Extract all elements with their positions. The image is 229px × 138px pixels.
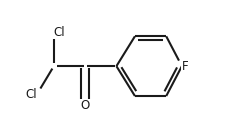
- Text: O: O: [80, 99, 89, 112]
- Text: F: F: [181, 60, 188, 73]
- Text: Cl: Cl: [54, 26, 65, 39]
- Text: Cl: Cl: [25, 88, 37, 101]
